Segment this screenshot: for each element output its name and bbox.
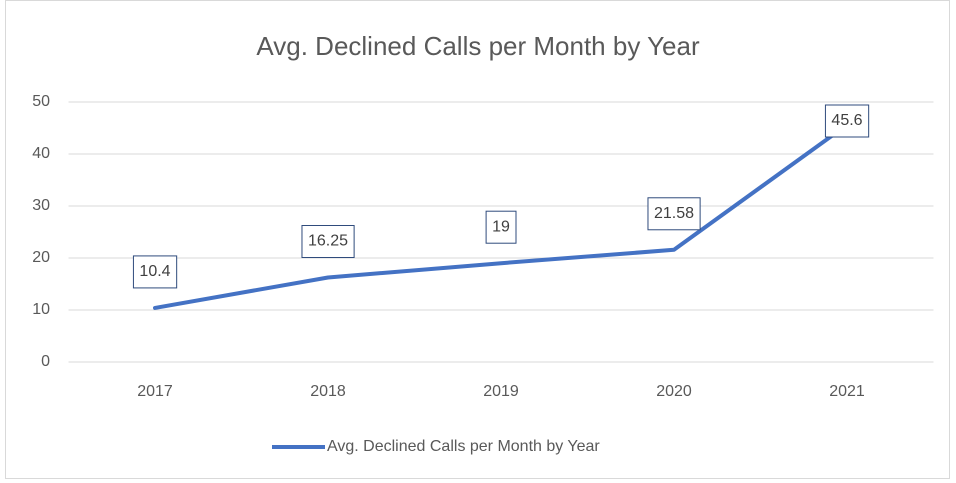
chart-border	[5, 0, 950, 479]
data-label-box	[824, 104, 870, 138]
data-label-box	[485, 210, 517, 244]
chart-title: Avg. Declined Calls per Month by Year	[256, 31, 700, 61]
data-label: 10.4	[139, 263, 170, 280]
y-tick-label: 0	[41, 353, 50, 370]
x-tick-label: 2019	[483, 383, 519, 400]
y-tick-label: 50	[32, 93, 50, 110]
x-tick-label: 2018	[310, 383, 346, 400]
data-label-box	[301, 225, 355, 258]
data-label-box	[132, 255, 178, 289]
data-label: 19	[492, 218, 510, 235]
legend-label: Avg. Declined Calls per Month by Year	[327, 438, 600, 455]
y-tick-label: 30	[32, 197, 50, 214]
data-label: 45.6	[831, 112, 862, 129]
y-tick-label: 20	[32, 249, 50, 266]
y-tick-label: 10	[32, 301, 50, 318]
data-label-box	[647, 197, 701, 231]
data-label: 16.25	[308, 233, 348, 250]
series-line	[153, 122, 849, 310]
x-tick-label: 2020	[656, 383, 692, 400]
x-tick-label: 2017	[137, 383, 173, 400]
data-label: 21.58	[654, 205, 694, 222]
x-tick-label: 2021	[829, 383, 865, 400]
y-tick-label: 40	[32, 145, 50, 162]
